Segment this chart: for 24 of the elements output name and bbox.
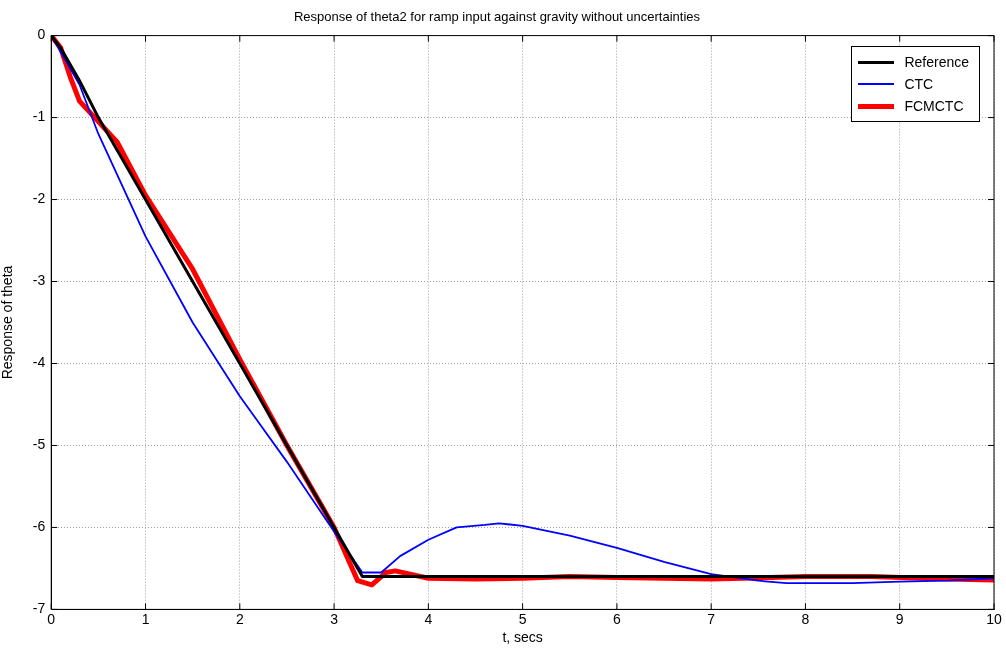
y-tick-label: -6 [32, 518, 46, 535]
legend-label: Reference [904, 54, 969, 70]
legend-label: CTC [904, 76, 934, 92]
x-tick-label: 8 [801, 610, 810, 627]
x-tick-label: 4 [424, 610, 433, 627]
x-tick-label: 6 [613, 610, 621, 627]
y-tick-label: -5 [32, 436, 46, 453]
x-axis-title: t, secs [502, 629, 543, 646]
y-tick-label: -4 [32, 354, 46, 371]
y-tick-label: -7 [32, 600, 46, 617]
legend-label: FCMCTC [904, 98, 964, 114]
x-tick-label: 7 [707, 610, 716, 627]
y-axis-title: Response of theta [0, 265, 16, 380]
chart-title: Response of theta2 for ramp input against gravity without uncertainties [293, 9, 701, 25]
x-tick-label: 3 [330, 610, 339, 627]
x-tick-label: 9 [895, 610, 904, 627]
x-tick-label: 1 [141, 610, 150, 627]
y-tick-label: -3 [32, 272, 46, 289]
x-tick-label: 10 [986, 610, 1002, 627]
x-tick-label: 2 [235, 610, 244, 627]
y-tick-label: -2 [32, 190, 46, 207]
y-tick-label: 0 [37, 26, 46, 43]
x-tick-label: 5 [518, 610, 527, 627]
y-tick-label: -1 [32, 108, 46, 125]
